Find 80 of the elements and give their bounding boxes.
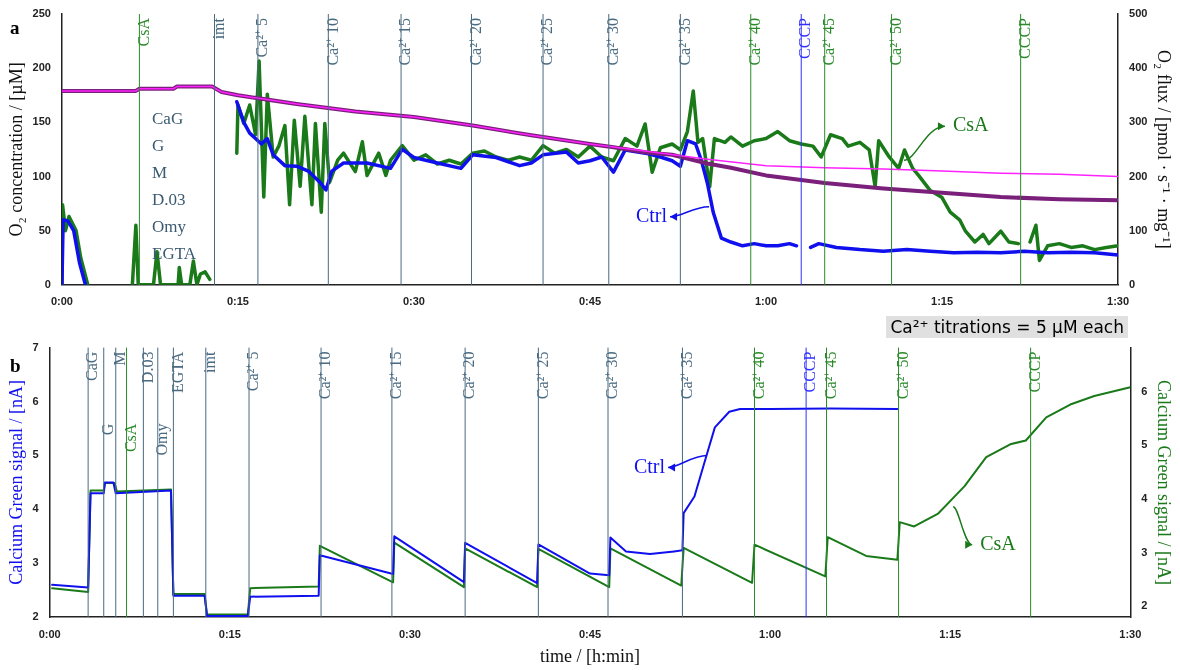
y-axis-title: Calcium Green signal / [nA] (5, 379, 26, 585)
chart-title: a (10, 17, 20, 39)
y-tick-label: 4 (32, 502, 40, 515)
ref-line-label: Ca²⁺ 45 (819, 18, 837, 66)
ref-line-label: Ca²⁺ 10 (316, 351, 334, 400)
y-tick-label: 150 (32, 115, 51, 128)
ref-line-label: Ca²⁺ 30 (603, 351, 621, 400)
y-tick-label: 6 (32, 394, 39, 407)
ref-line-label: Ca²⁺ 10 (323, 18, 341, 66)
y-tick-label: 0 (44, 277, 51, 290)
y-tick-label: 7 (32, 340, 39, 353)
y2-tick-label: 500 (1129, 7, 1148, 20)
ref-line-label: Ca²⁺ 15 (387, 351, 405, 400)
ref-line-label: EGTA (168, 351, 186, 393)
y-tick-label: 250 (32, 7, 51, 20)
annotation: Ctrl (633, 454, 666, 477)
y2-tick-label: 100 (1129, 223, 1148, 236)
y2-axis-title: O₂ flux / [pmol · s⁻¹ · mg⁻¹] (1154, 50, 1175, 249)
y2-tick-label: 2 (1141, 599, 1148, 612)
y-tick-label: 3 (32, 556, 39, 569)
ref-line-label: G (98, 423, 116, 436)
x-tick-label: 0:00 (38, 627, 61, 640)
x-tick-label: 0:45 (578, 295, 602, 308)
x-tick-label: 1:00 (759, 627, 782, 640)
ref-line-label: CsA (134, 17, 152, 47)
ref-line-label: Ca²⁺ 20 (460, 351, 478, 400)
x-tick-label: 0:15 (218, 627, 241, 640)
ref-line-label: imt (209, 17, 227, 40)
x-tick-label: 0:45 (578, 627, 602, 640)
ref-line-label: Ca²⁺ 25 (533, 351, 551, 400)
ref-line-label: imt (201, 351, 218, 373)
y2-tick-label: 5 (1141, 438, 1148, 451)
ref-line-label: CCCP (801, 351, 819, 393)
y-axis-title: O₂ concentration / [µM] (5, 62, 26, 237)
x-tick-label: 1:30 (1107, 295, 1130, 308)
chart-title: b (10, 355, 21, 377)
y-tick-label: 50 (38, 223, 51, 236)
ref-line-label: Omy (152, 423, 171, 456)
ref-line-label: CCCP (796, 17, 814, 59)
y-tick-label: 200 (32, 61, 51, 74)
x-tick-label: 1:15 (939, 627, 962, 640)
ref-line-label: D.03 (138, 351, 156, 384)
y-tick-label: 2 (32, 610, 39, 623)
y2-tick-label: 0 (1129, 277, 1136, 290)
ref-line-label: CsA (121, 423, 139, 453)
ref-line-label: Ca²⁺ 50 (893, 351, 911, 400)
x-axis-title: time / [h:min] (540, 645, 640, 666)
y-tick-label: 100 (32, 169, 51, 182)
x-tick-label: 0:30 (398, 627, 421, 640)
text: Ca²⁺ titrations = 5 µM each (886, 316, 1128, 338)
ref-line-label: Ca²⁺ 5 (253, 18, 271, 58)
ref-line-label: Ca²⁺ 35 (677, 351, 695, 400)
y2-tick-label: 3 (1141, 545, 1148, 558)
y2-tick-label: 400 (1129, 61, 1148, 74)
y2-tick-label: 4 (1141, 492, 1149, 505)
ref-line-label: Ca²⁺ 5 (244, 351, 262, 392)
x-tick-label: 1:15 (931, 295, 954, 308)
ref-line-label: Ca²⁺ 50 (886, 18, 904, 66)
x-tick-label: 1:00 (755, 295, 778, 308)
y2-tick-label: 300 (1129, 115, 1148, 128)
y2-axis-title: Calcium Green signal / [nA] (1154, 379, 1175, 585)
ref-line-label: M (110, 351, 128, 366)
x-tick-label: 1:30 (1119, 627, 1142, 640)
x-tick-label: 0:15 (226, 295, 249, 308)
ref-line-label: Ca²⁺ 40 (745, 18, 763, 66)
ref-line-label: Ca²⁺ 15 (396, 18, 414, 66)
x-tick-label: 0:30 (402, 295, 425, 308)
ref-line-label: CaG (83, 351, 101, 381)
y2-tick-label: 6 (1141, 384, 1148, 397)
annotation: Ctrl (635, 204, 668, 227)
ref-line-label: Ca²⁺ 30 (603, 18, 621, 66)
ref-line-label: Ca²⁺ 35 (675, 18, 693, 66)
x-tick-label: 0:00 (50, 295, 73, 308)
y-tick-label: 5 (32, 448, 39, 461)
y2-tick-label: 200 (1129, 169, 1148, 182)
ref-line-label: CCCP (1025, 351, 1043, 393)
annotation: CsA (980, 531, 1017, 554)
ref-line-label: CCCP (1015, 17, 1033, 59)
annotation: CsA (952, 113, 990, 136)
ref-line-label: Ca²⁺ 25 (538, 18, 556, 66)
